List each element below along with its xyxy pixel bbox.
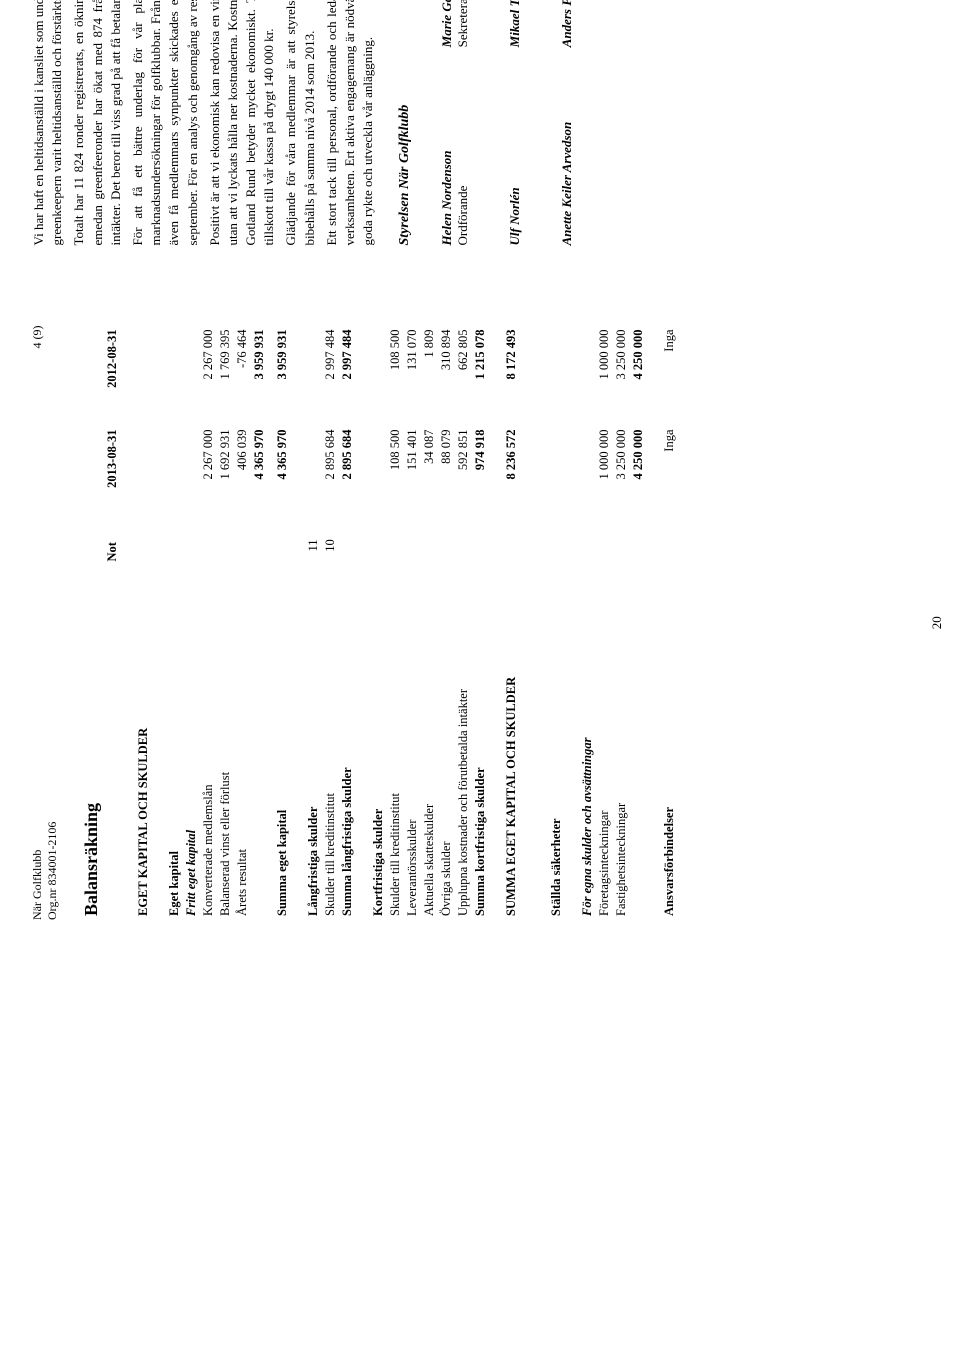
table-row: Leverantörsskulder 151 401 131 070 [404,326,421,921]
col-y1: 2013-08-31 [80,426,121,526]
table-row: Skulder till kreditinstitut 10 2 895 684… [322,326,339,921]
page-spread: När Golfklubb Org.nr 834001-2106 4 (9) B… [0,0,960,960]
fritt-eget-heading: Fritt eget kapital [183,326,200,921]
signature-block: Helen Nordenson Ordförande Marie Gahnstr… [439,0,575,246]
org-nr: Org.nr 834001-2106 [45,822,60,920]
left-page: När Golfklubb Org.nr 834001-2106 4 (9) B… [0,286,960,961]
table-row: 4 365 970 3 959 931 [251,326,268,921]
table-row: Summa långfristiga skulder 2 895 684 2 9… [339,326,356,921]
signatory: Mikael Thorén [507,0,523,47]
org-name: När Golfklubb [30,822,45,920]
for-egna-heading: För egna skulder och avsättningar [579,326,596,921]
langfristiga-heading: Långfristiga skulder [305,566,322,921]
balance-table: Balansräkning Not 2013-08-31 2012-08-31 … [80,326,678,921]
table-row: Upplupna kostnader och förutbetalda intä… [455,326,472,921]
paragraph: Ett stort tack till personal, ordförande… [323,0,378,246]
table-row: Summa kortfristiga skulder 974 918 1 215… [472,326,489,921]
page-marker: 4 (9) [30,326,60,349]
paragraph: Glädjande för våra medlemmar är att styr… [282,0,318,246]
kortfristiga-heading: Kortfristiga skulder [370,326,387,921]
signatory: Ulf Norlén [507,47,523,245]
table-row: Övriga skulder 88 079 310 894 [438,326,455,921]
paragraph: Positivt är att vi ekonomisk kan redovis… [206,0,279,246]
left-header: När Golfklubb Org.nr 834001-2106 4 (9) [30,326,60,921]
table-row: Balanserad vinst eller förlust 1 692 931… [217,326,234,921]
board-title: Styrelsen När Golfklubb [397,0,413,246]
signatory: Marie Gahnström Sekreterare [439,0,471,47]
eget-kapital-heading: Eget kapital [166,326,183,921]
table-row: SUMMA EGET KAPITAL OCH SKULDER 8 236 572… [503,326,520,921]
paragraph: Totalt har 11 824 ronder registrerats, e… [70,0,125,246]
balance-title: Balansräkning [81,570,102,917]
col-note: Not [80,526,121,566]
paragraph: För att få ett bättre underlag för vår p… [129,0,202,246]
table-row: Årets resultat 406 039 -76 464 [234,326,251,921]
table-row: Skulder till kreditinstitut 108 500 108 … [387,326,404,921]
table-row: Konverterade medlemslån 2 267 000 2 267 … [200,326,217,921]
table-row: Ansvarsförbindelser Inga Inga [661,326,678,921]
table-row: Företagsinteckningar 1 000 000 1 000 000 [596,326,613,921]
table-row: Aktuella skatteskulder 34 087 1 809 [421,326,438,921]
signatory: Anders Pettersson [559,0,575,47]
table-row: Fastighetsinteckningar 3 250 000 3 250 0… [613,326,630,921]
right-page: Vi har haft en heltidsanställd i kanslie… [0,0,960,286]
signatory: Helen Nordenson Ordförande [439,47,471,245]
col-y2: 2012-08-31 [80,326,121,426]
section-eget-skulder: EGET KAPITAL OCH SKULDER [135,326,152,921]
paragraph: Vi har haft en heltidsanställd i kanslie… [30,0,66,246]
table-row: 4 250 000 4 250 000 [630,326,647,921]
stallda-heading: Ställda säkerheter [548,326,565,921]
table-row: Summa eget kapital 4 365 970 3 959 931 [274,326,291,921]
left-pageno: 20 [929,616,945,629]
signatory: Anette Keiler Arvedson [559,47,575,245]
